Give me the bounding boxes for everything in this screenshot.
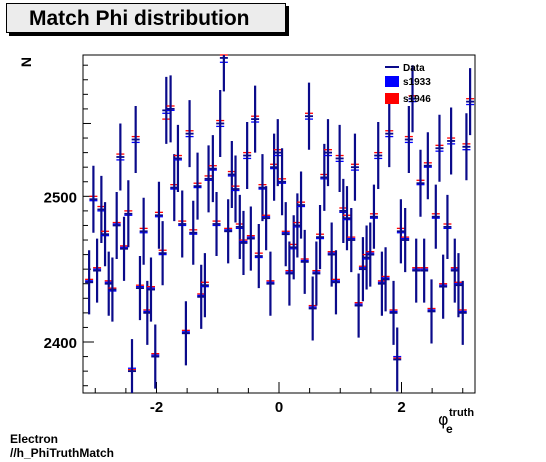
legend-data-label: Data <box>403 63 425 74</box>
legend-s1933-swatch <box>385 76 399 87</box>
y-tick-label: 2400 <box>44 335 77 352</box>
plot-frame <box>82 54 476 394</box>
x-tick-label: -2 <box>150 399 163 416</box>
y-axis-label: N <box>18 57 34 67</box>
legend-s1933-label: s1933 <box>403 77 431 88</box>
x-axis-label: φ <box>438 410 449 429</box>
x-axis-label-sub: e <box>446 422 453 436</box>
x-axis-label-sup: truth <box>449 407 474 419</box>
y-tick-label: 2500 <box>44 189 77 206</box>
x-tick-label: 0 <box>275 399 283 416</box>
chart-title: Match Phi distribution <box>29 7 250 30</box>
legend-s1946-swatch <box>385 93 399 104</box>
footer-label: Electron <box>10 432 59 446</box>
chart-title-box: Match Phi distribution <box>6 3 286 33</box>
legend-s1946-label: s1946 <box>403 94 431 105</box>
footer-path: //h_PhiTruthMatch <box>10 446 115 460</box>
x-tick-label: 2 <box>397 399 405 416</box>
